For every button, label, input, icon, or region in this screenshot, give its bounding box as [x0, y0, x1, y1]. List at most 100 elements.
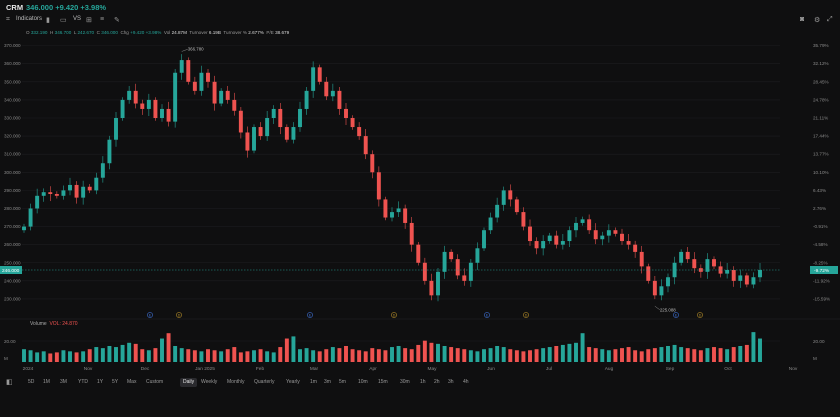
timeframe-daily[interactable]: Daily: [180, 378, 198, 387]
volume-bar: [68, 351, 72, 362]
x-tick-label: Jun: [487, 366, 495, 372]
timeframe-15m[interactable]: 15m: [378, 379, 388, 385]
volume-bar: [225, 349, 230, 362]
high-label: H: [50, 30, 54, 35]
volume-bar: [429, 342, 434, 362]
candle-body: [672, 262, 677, 278]
timeframe-5y[interactable]: 5Y: [112, 379, 119, 385]
volume-bar: [626, 347, 631, 362]
gear-icon[interactable]: ⚙: [814, 17, 821, 24]
list-icon[interactable]: ≡: [100, 16, 105, 23]
volume-bar: [462, 349, 467, 362]
candle-body: [81, 186, 86, 198]
timeframe-5d[interactable]: 5D: [28, 379, 35, 385]
candle-body: [48, 192, 53, 194]
volume-bar: [74, 352, 79, 362]
volume-bar: [87, 349, 92, 362]
candle-body: [666, 277, 670, 287]
timeframe-5m[interactable]: 5m: [339, 379, 346, 385]
draw-icon[interactable]: ✎: [114, 17, 120, 24]
volume-bar: [534, 349, 539, 362]
fullscreen-icon[interactable]: ⤢: [827, 16, 833, 23]
pct-tick-label: 24.78%: [813, 97, 829, 102]
candle-body: [330, 90, 335, 97]
camera-icon[interactable]: ◙: [800, 16, 805, 23]
pct-tick-label: 6.43%: [813, 188, 826, 193]
volume-bar: [173, 346, 178, 362]
x-tick-label: Nov: [789, 366, 798, 372]
x-tick-label: Sep: [666, 366, 675, 372]
y-tick-label: 260.000: [4, 242, 21, 247]
volume-bar: [271, 352, 276, 362]
vol-label: Vol: [163, 30, 171, 35]
volume-bar: [22, 349, 26, 362]
volume-bar: [646, 349, 651, 362]
indicators-icon[interactable]: ⌗: [6, 16, 10, 23]
volume-bar: [620, 348, 624, 362]
price-tag-bg: [0, 266, 22, 274]
candle-body: [528, 226, 532, 242]
volume-bar: [311, 350, 316, 362]
y-tick-label: 340.000: [4, 97, 21, 102]
timeframe-1m[interactable]: 1m: [310, 379, 317, 385]
pct-tick-label: 35.79%: [813, 43, 829, 48]
candle-body: [284, 127, 289, 140]
y-tick-label: 250.000: [4, 260, 21, 265]
volume-bar: [659, 347, 664, 362]
volume-bar: [718, 348, 723, 362]
volume-bar: [738, 346, 743, 362]
volume-bar: [416, 344, 421, 362]
candle-body: [324, 81, 329, 97]
timeframe-3h[interactable]: 3h: [448, 379, 454, 385]
y-tick-label: 230.000: [4, 296, 21, 301]
low-label: L: [73, 30, 77, 35]
timeframe-yearly[interactable]: Yearly: [286, 379, 300, 385]
pct-tick-label: -15.59%: [813, 296, 830, 301]
close-label: C: [96, 30, 100, 35]
timeframe-1h[interactable]: 1h: [420, 379, 426, 385]
candle-type-icon[interactable]: ▮: [46, 17, 50, 24]
volume-value: VOL: 24.870: [49, 321, 78, 327]
timeframe-3m[interactable]: 3m: [324, 379, 331, 385]
volume-bar: [245, 351, 250, 362]
x-tick-label: Dec: [141, 366, 150, 372]
candle-body: [238, 110, 243, 133]
timeframe-3m[interactable]: 3M: [60, 379, 67, 385]
timeframe-ytd[interactable]: YTD: [78, 379, 88, 385]
layout-icon[interactable]: ⊞: [86, 17, 92, 24]
price-change: 346.000 +9.420 +3.98%: [26, 3, 107, 12]
candle-body: [120, 99, 125, 118]
timeframe-weekly[interactable]: Weekly: [201, 379, 218, 385]
candle-body: [508, 190, 513, 200]
volume-bar: [698, 350, 703, 362]
timeframe-quarterly[interactable]: Quarterly: [254, 379, 275, 385]
timeframe-4h[interactable]: 4h: [463, 379, 469, 385]
volume-bar: [528, 350, 532, 362]
timeframe-30m[interactable]: 30m: [400, 379, 410, 385]
candle-body: [633, 244, 638, 252]
volume-bar: [705, 348, 710, 362]
candle-body: [265, 118, 270, 137]
timeframe-max[interactable]: Max: [127, 379, 137, 385]
timeframe-10m[interactable]: 10m: [358, 379, 368, 385]
timeframe-monthly[interactable]: Monthly: [227, 379, 245, 385]
comment-icon[interactable]: ▭: [60, 17, 67, 24]
symbol-label[interactable]: CRM: [6, 3, 24, 12]
indicators-button[interactable]: Indicators: [16, 16, 43, 22]
compare-button[interactable]: VS: [73, 16, 82, 22]
candle-body: [35, 195, 40, 209]
timeframe-custom[interactable]: Custom: [146, 379, 164, 385]
volume-bar: [495, 346, 500, 362]
timeframe-1y[interactable]: 1Y: [97, 379, 104, 385]
candle-body: [620, 233, 624, 242]
candle-body: [455, 259, 460, 276]
sidebar-toggle-icon[interactable]: ◧: [6, 379, 13, 386]
volume-bar: [291, 336, 296, 362]
candle-body: [179, 60, 184, 73]
timeframe-1m[interactable]: 1M: [43, 379, 50, 385]
pe-value: 38.679: [275, 30, 290, 35]
event-marker: [673, 312, 679, 318]
event-marker-label: E: [675, 314, 678, 318]
timeframe-2h[interactable]: 2h: [434, 379, 440, 385]
